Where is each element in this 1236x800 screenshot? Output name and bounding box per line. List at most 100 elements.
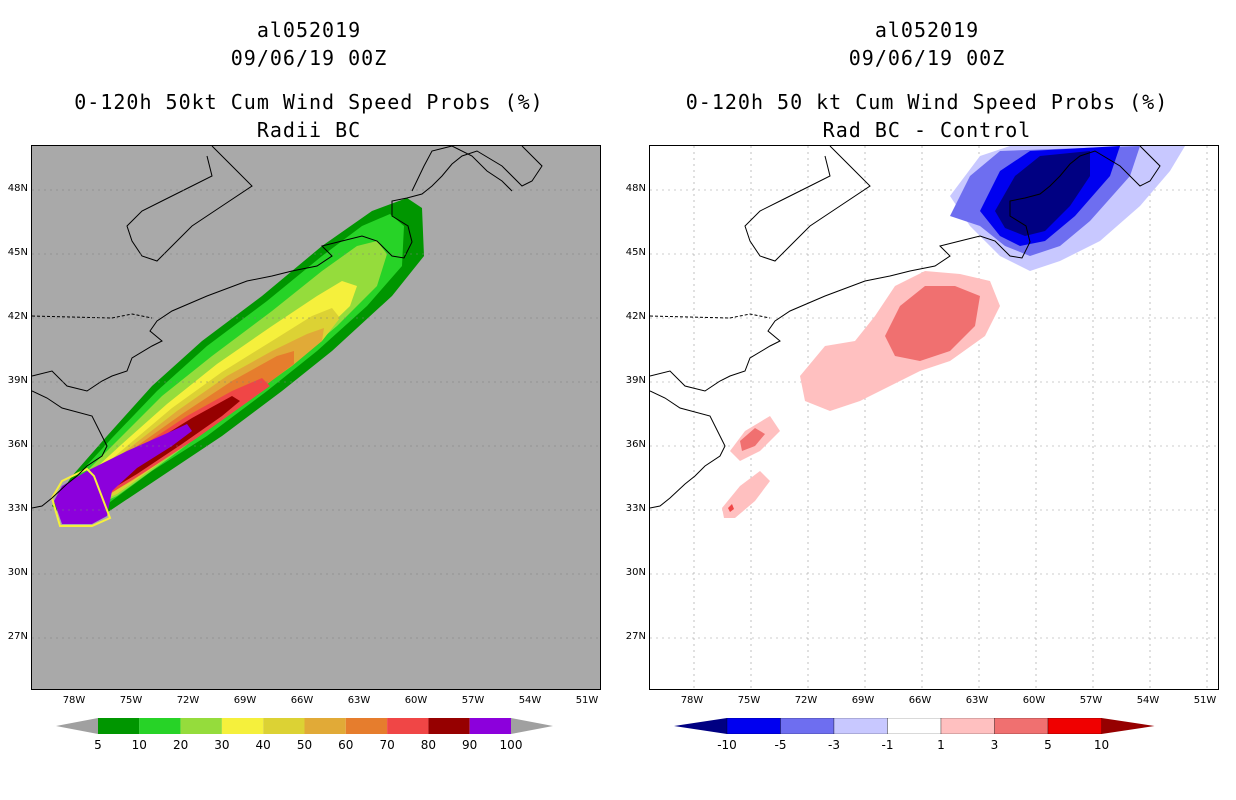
us-state-border (650, 313, 771, 319)
lon-label: 63W (347, 695, 371, 706)
colorbar-label: 50 (296, 738, 313, 752)
lat-label: 39N (625, 375, 646, 386)
lon-label: 78W (680, 695, 704, 706)
us-coast (32, 390, 108, 509)
lat-label: 39N (7, 375, 28, 386)
lon-label: 75W (737, 695, 761, 706)
lat-label: 33N (7, 503, 28, 514)
colorbar-label: 20 (172, 738, 189, 752)
colorbar-label: 80 (420, 738, 437, 752)
coastline (32, 146, 543, 509)
colorbar-label: 5 (1044, 738, 1052, 752)
lat-label: 48N (625, 183, 646, 194)
prob-100-outline (50, 467, 112, 527)
lon-label: 75W (119, 695, 143, 706)
left-map (31, 145, 601, 690)
colorbar-label: 10 (1093, 738, 1110, 752)
diff-plus3-main (885, 286, 980, 361)
colorbar-label: -3 (828, 738, 840, 752)
colorbar-box (887, 718, 942, 734)
colorbar-box (263, 718, 305, 734)
lon-label: 78W (62, 695, 86, 706)
colorbar-box (387, 718, 429, 734)
colorbar-label: 40 (255, 738, 271, 752)
lat-label: 42N (7, 311, 28, 322)
colorbar-box (428, 718, 470, 734)
colorbar-label: -1 (881, 738, 894, 752)
lat-label: 36N (7, 439, 28, 450)
diff-plus1-south (722, 471, 770, 518)
negative-difference (950, 146, 1185, 271)
canada-coast (126, 146, 253, 262)
lat-label: 36N (625, 439, 646, 450)
left-panel: al052019 09/06/19 00Z 0-120h 50kt Cum Wi… (7, 18, 601, 752)
colorbar-box (180, 718, 222, 734)
coastline (650, 146, 1161, 509)
lon-label: 60W (1022, 695, 1046, 706)
lat-label: 27N (7, 631, 28, 642)
colorbar-label: 90 (462, 738, 478, 752)
colorbar-box (1047, 718, 1102, 734)
colorbar-box (780, 718, 835, 734)
gridlines (650, 146, 1218, 689)
lat-label: 27N (625, 631, 646, 642)
colorbar-label: 10 (131, 738, 147, 752)
probability-swath (50, 198, 424, 527)
colorbar-max-arrow (511, 718, 553, 734)
lon-label: 69W (851, 695, 875, 706)
positive-difference (722, 271, 1000, 518)
left-title: 0-120h 50kt Cum Wind Speed Probs (%) (74, 90, 544, 114)
colorbar-label: 3 (990, 738, 999, 752)
lat-label: 30N (625, 567, 646, 578)
colorbar-label: -10 (717, 738, 737, 752)
us-coast (650, 390, 726, 509)
colorbar-box (139, 718, 181, 734)
colorbar-box (940, 718, 995, 734)
lon-label: 63W (965, 695, 989, 706)
colorbar-label: 100 (499, 738, 523, 752)
left-datetime: 09/06/19 00Z (230, 46, 388, 70)
colorbar-label: 60 (338, 738, 354, 752)
lon-label: 54W (1136, 695, 1160, 706)
lon-label: 51W (1193, 695, 1217, 706)
colorbar-label: 5 (94, 738, 102, 752)
left-subtitle: Radii BC (256, 118, 362, 142)
colorbar-box (469, 718, 511, 734)
colorbar-label: 1 (937, 738, 945, 752)
right-subtitle: Rad BC - Control (822, 118, 1032, 142)
left-colorbar (56, 718, 553, 734)
lat-label: 45N (625, 247, 646, 258)
lat-label: 30N (7, 567, 28, 578)
newfoundland-coast (411, 146, 513, 192)
lon-label: 69W (233, 695, 257, 706)
lon-label: 72W (794, 695, 818, 706)
lon-label: 72W (176, 695, 200, 706)
colorbar-label: 70 (379, 738, 395, 752)
colorbar-box (98, 718, 140, 734)
colorbar-box (994, 718, 1049, 734)
right-map (649, 145, 1219, 690)
colorbar-box (221, 718, 264, 734)
right-map-svg (650, 146, 1218, 689)
right-title: 0-120h 50 kt Cum Wind Speed Probs (%) (685, 90, 1169, 114)
diff-plus3-coast (740, 428, 765, 451)
lon-label: 57W (1079, 695, 1103, 706)
colorbar-box (345, 718, 388, 734)
right-panel: al052019 09/06/19 00Z 0-120h 50 kt Cum W… (618, 0, 1236, 800)
diff-plus5-dot (728, 504, 734, 512)
lat-label: 42N (625, 311, 646, 322)
right-colorbar (674, 718, 1155, 734)
us-state-border (32, 313, 153, 319)
diff-minus10-contour (995, 151, 1090, 236)
coastline-path (650, 146, 1161, 392)
lon-label: 51W (575, 695, 599, 706)
colorbar-min-arrow (56, 718, 98, 734)
right-storm-id: al052019 (874, 18, 980, 42)
lon-label: 57W (461, 695, 485, 706)
lon-label: 66W (908, 695, 932, 706)
lon-label: 54W (518, 695, 542, 706)
prob-90-contour (54, 424, 192, 524)
lon-label: 60W (404, 695, 428, 706)
colorbar-box (726, 718, 781, 734)
left-map-svg (32, 146, 600, 639)
